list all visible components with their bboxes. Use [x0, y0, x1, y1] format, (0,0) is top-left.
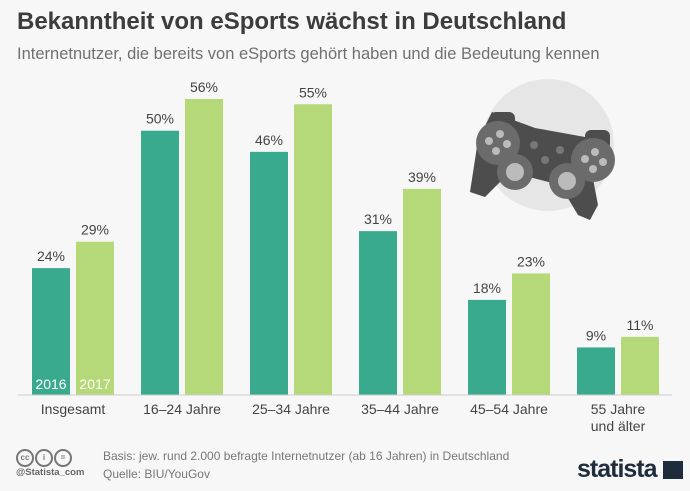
data-label: 31%: [364, 211, 392, 227]
bar-2017-4: [512, 273, 550, 395]
bar-2017-0: [76, 241, 114, 395]
bar-2016-3: [359, 231, 397, 395]
data-label: 23%: [517, 253, 545, 269]
data-label: 56%: [190, 79, 218, 95]
bar-2016-5: [577, 347, 615, 395]
bar-2017-3: [403, 188, 441, 395]
footer-source: Quelle: BIU/YouGov: [103, 467, 210, 481]
bar-2017-5: [621, 336, 659, 395]
bar-2016-1: [141, 130, 179, 395]
statista-logo[interactable]: statista: [577, 455, 683, 484]
category-label: Insgesamt: [41, 401, 106, 417]
category-label: 45–54 Jahre: [470, 401, 548, 417]
logo-text: statista: [577, 455, 658, 483]
data-label: 46%: [255, 132, 283, 148]
chart-subtitle: Internetnutzer, die bereits von eSports …: [17, 45, 600, 63]
bar-2016-4: [468, 299, 506, 395]
bar-2016-0: [32, 268, 70, 395]
category-label: und älter: [591, 418, 646, 434]
chart-title: Bekanntheit von eSports wächst in Deutsc…: [17, 8, 567, 35]
bar-2017-1: [185, 99, 223, 395]
category-label: 25–34 Jahre: [252, 401, 330, 417]
bar-chart: 24% 2016 29% 2017 Insgesamt 50% 56% 16–24 Jahre…: [18, 79, 672, 434]
legend-2016: 2016: [35, 376, 66, 392]
data-label: 55%: [299, 84, 327, 100]
category-label: 55 Jahre: [591, 401, 646, 417]
legend-2017: 2017: [79, 376, 110, 392]
data-label: 24%: [37, 248, 65, 264]
data-label: 29%: [81, 222, 109, 238]
cc-icon: cc: [16, 449, 34, 467]
data-label: 9%: [586, 327, 606, 343]
gamepad-icon: [470, 79, 615, 220]
data-label: 50%: [146, 111, 174, 127]
category-label: 16–24 Jahre: [143, 401, 221, 417]
nd-icon: =: [54, 449, 72, 467]
statista-handle: @Statista_com: [16, 467, 85, 478]
category-label: 35–44 Jahre: [361, 401, 439, 417]
footer-basis: Basis: jew. rund 2.000 befragte Internet…: [103, 449, 510, 463]
data-label: 11%: [627, 317, 654, 333]
bar-2017-2: [294, 104, 332, 396]
by-icon: i: [35, 449, 53, 467]
data-label: 39%: [408, 169, 436, 185]
statista-logo-icon: [662, 461, 683, 479]
bar-2016-2: [250, 151, 288, 395]
data-label: 18%: [473, 280, 501, 296]
